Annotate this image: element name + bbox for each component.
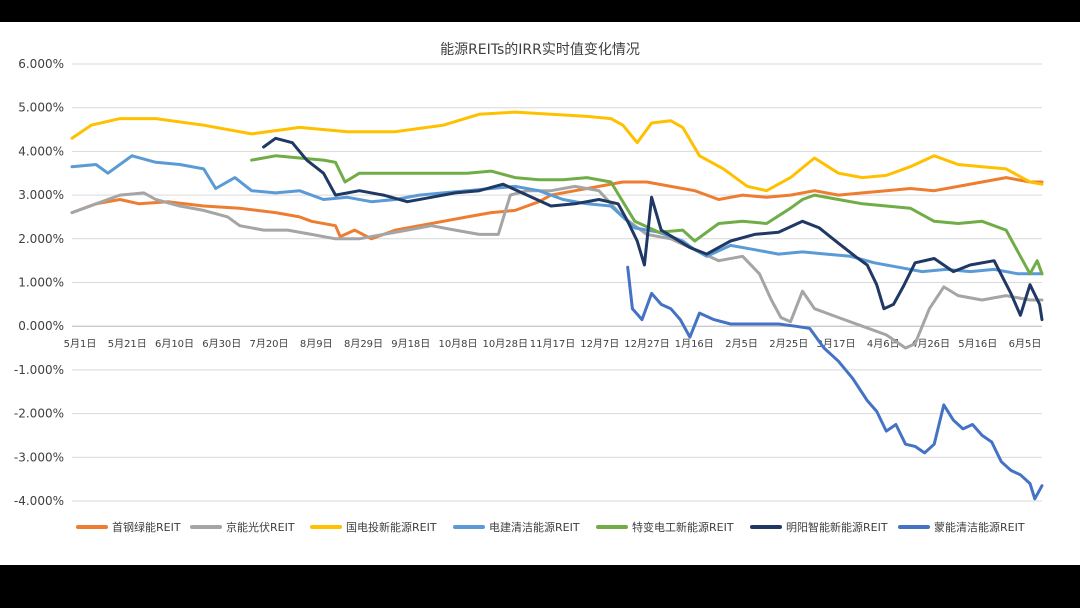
legend: 首钢绿能REIT 京能光伏REIT 国电投新能源REIT 电建清洁能源REIT 特变电工… (76, 520, 1025, 534)
x-tick-label: 12月7日 (580, 338, 619, 350)
x-tick-label: 5月16日 (958, 338, 997, 350)
x-tick-label: 5月21日 (108, 338, 147, 350)
line-chart: 能源REITs的IRR实时值变化情况 6.000% 5.000% 4.000% 3.0… (14, 42, 1044, 534)
x-tick-label: 12月27日 (624, 338, 669, 350)
y-tick-label: 5.000% (18, 101, 64, 115)
legend-label: 国电投新能源REIT (346, 520, 437, 534)
series-line (626, 265, 1044, 501)
x-tick-label: 6月30日 (202, 338, 241, 350)
y-tick-label: 3.000% (18, 188, 64, 202)
y-axis-ticks: 6.000% 5.000% 4.000% 3.000% 2.000% 1.000% 0.00… (14, 57, 64, 508)
y-tick-label: -1.000% (14, 363, 64, 377)
series-line (70, 184, 1044, 350)
x-tick-label: 2月25日 (769, 338, 808, 350)
y-tick-label: -4.000% (14, 494, 64, 508)
chart-canvas: 能源REITs的IRR实时值变化情况 6.000% 5.000% 4.000% 3.0… (0, 22, 1080, 565)
y-tick-label: 4.000% (18, 144, 64, 158)
x-tick-label: 1月16日 (675, 338, 714, 350)
series-line (70, 110, 1044, 193)
gridlines (72, 63, 1042, 502)
y-tick-label: 2.000% (18, 232, 64, 246)
legend-label: 特变电工新能源REIT (632, 520, 734, 534)
series-line (262, 136, 1044, 322)
x-tick-label: 10月8日 (438, 338, 477, 350)
chart-title: 能源REITs的IRR实时值变化情况 (440, 42, 640, 58)
legend-label: 京能光伏REIT (226, 520, 295, 534)
x-tick-label: 2月5日 (725, 338, 758, 350)
y-tick-label: -2.000% (14, 407, 64, 421)
x-tick-label: 5月1日 (64, 338, 97, 350)
x-axis-ticks: 5月1日 5月21日 6月10日 6月30日 7月20日 8月9日 8月29日 9月18日 10… (64, 338, 1042, 350)
series-line (70, 154, 1044, 276)
y-tick-label: 1.000% (18, 276, 64, 290)
x-tick-label: 6月10日 (155, 338, 194, 350)
x-tick-label: 10月28日 (483, 338, 528, 350)
x-tick-label: 8月9日 (300, 338, 333, 350)
x-tick-label: 7月20日 (249, 338, 288, 350)
x-tick-label: 8月29日 (344, 338, 383, 350)
legend-label: 明阳智能新能源REIT (786, 520, 888, 534)
series-lines (70, 110, 1044, 501)
x-tick-label: 11月17日 (530, 338, 575, 350)
series-line (250, 154, 1044, 276)
legend-label: 蒙能清洁能源REIT (934, 520, 1025, 534)
y-tick-label: 0.000% (18, 319, 64, 333)
legend-label: 电建清洁能源REIT (489, 520, 580, 534)
x-tick-label: 4月26日 (911, 338, 950, 350)
x-tick-label: 4月6日 (867, 338, 900, 350)
y-tick-label: 6.000% (18, 57, 64, 71)
x-tick-label: 3月17日 (816, 338, 855, 350)
x-tick-label: 9月18日 (391, 338, 430, 350)
y-tick-label: -3.000% (14, 450, 64, 464)
x-tick-label: 6月5日 (1009, 338, 1042, 350)
legend-label: 首钢绿能REIT (112, 520, 181, 534)
